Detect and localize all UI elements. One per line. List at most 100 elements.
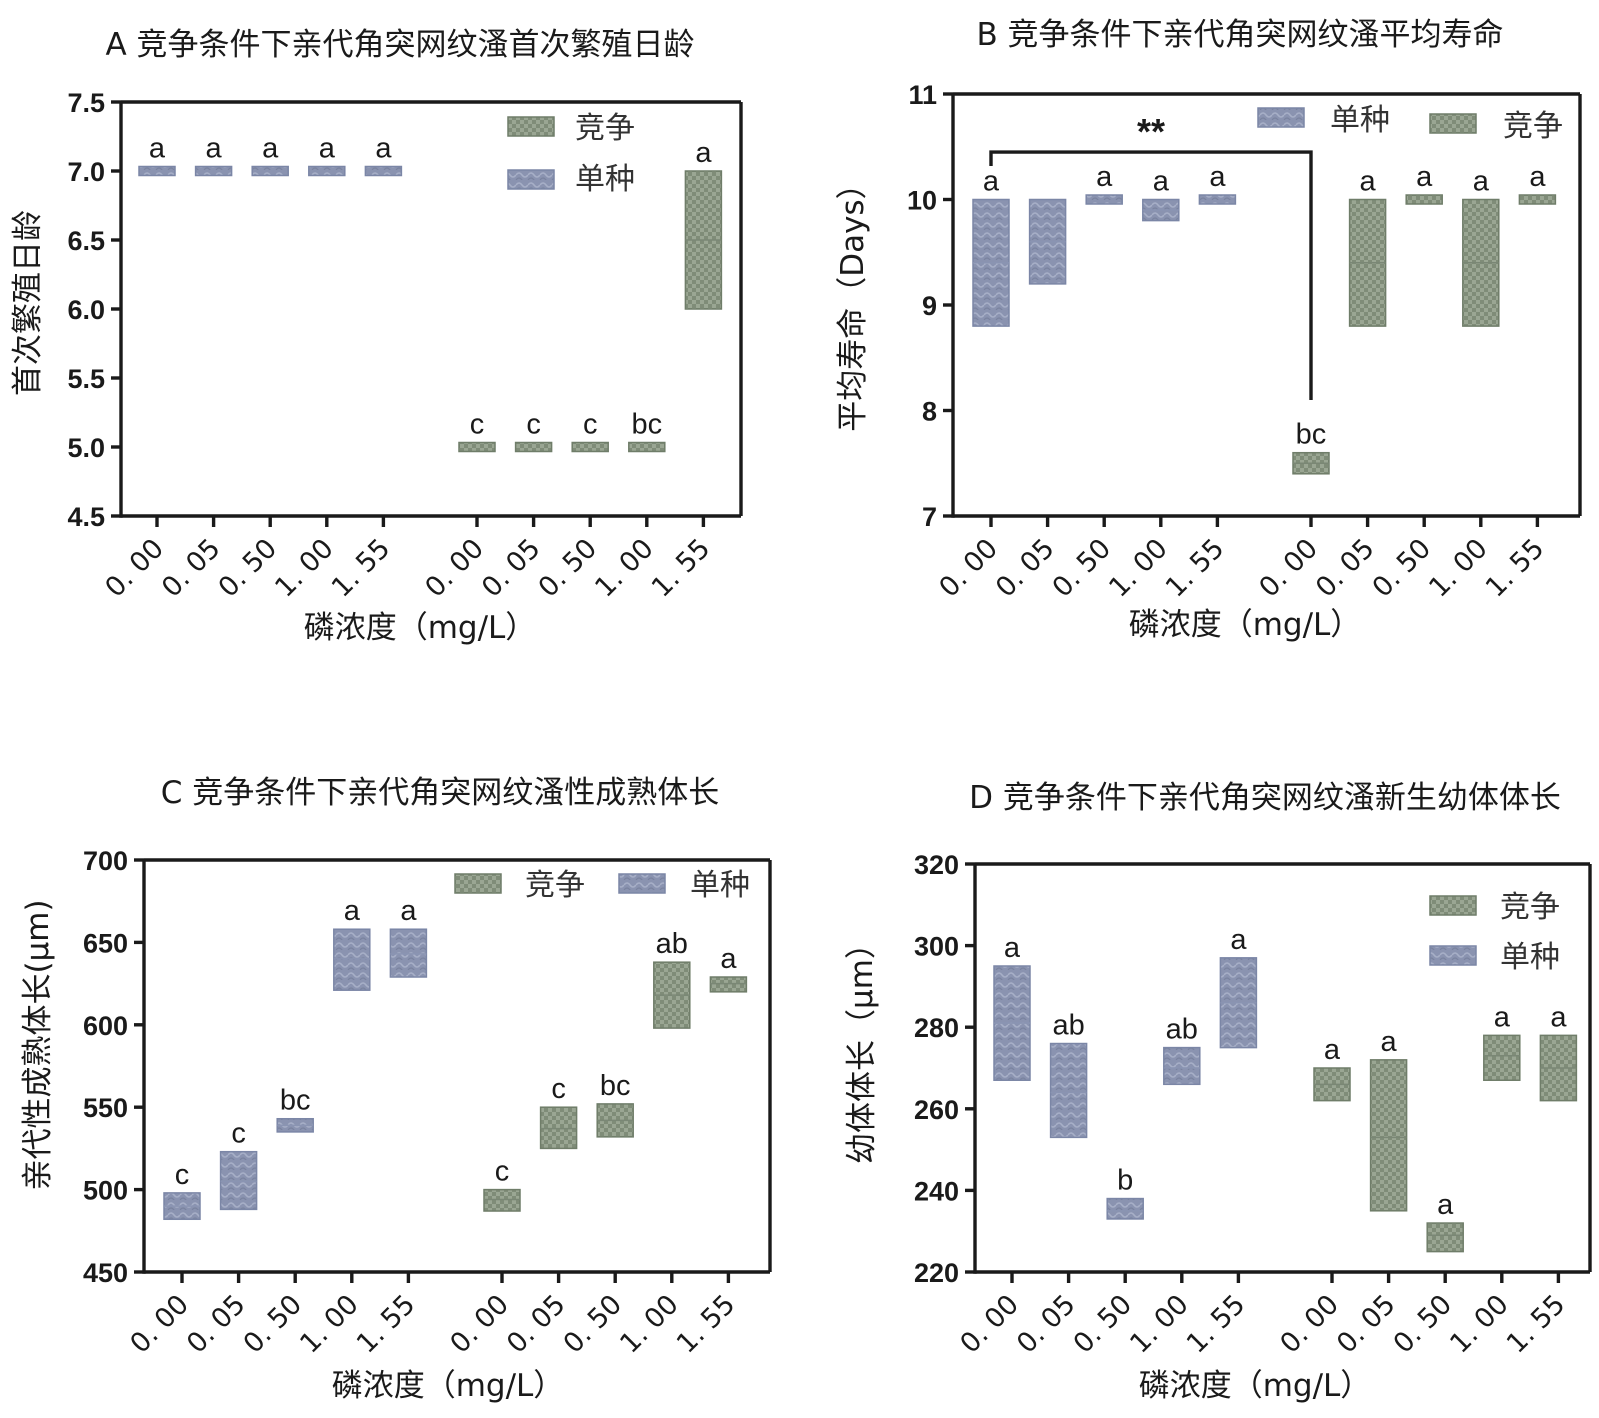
- panel-d-significance-letter: a: [1550, 1001, 1567, 1033]
- panel-a-xtick-label: 1. 55: [326, 533, 397, 604]
- panel-b-legend-label-competition: 竞争: [1503, 109, 1563, 144]
- panel-c-significance-letter: a: [400, 895, 417, 927]
- panel-a-significance-letter: a: [262, 133, 279, 165]
- panel-a-bar-single: [138, 165, 176, 177]
- panel-d-neonate-body-length: D 竞争条件下亲代角突网纹溞新生幼体体长 幼体体长（μm） 磷浓度（mg/L） …: [844, 780, 1592, 1404]
- panel-a-xtick-label: 1. 55: [646, 533, 717, 604]
- panel-a-significance-letter: c: [583, 409, 598, 441]
- panel-a-ytick-label: 5.0: [67, 433, 105, 463]
- panel-b-legend-swatch-single: [1257, 107, 1305, 128]
- panel-c-xlabel: 磷浓度（mg/L）: [332, 1368, 565, 1404]
- panel-a-bar-single: [194, 165, 233, 177]
- panel-a-ytick-label: 7.5: [67, 88, 105, 118]
- panel-d-bar-competition: [1369, 1059, 1408, 1212]
- panel-c-legend-label-competition: 竞争: [525, 868, 585, 903]
- panel-a-ytick-label: 4.5: [67, 502, 105, 532]
- panel-a-title: A 竞争条件下亲代角突网纹溞首次繁殖日龄: [105, 27, 694, 63]
- panel-c-significance-letter: c: [495, 1156, 510, 1188]
- panel-c-bar-single: [333, 928, 371, 991]
- panel-d-xtick-label: 0. 50: [1068, 1289, 1139, 1360]
- panel-b-xtick-label: 0. 05: [1310, 533, 1381, 604]
- panel-a-significance-letter: c: [470, 409, 485, 441]
- panel-b-significance-letter: a: [1209, 161, 1226, 193]
- panel-c-bar-competition: [483, 1188, 521, 1212]
- panel-c-bar-single: [389, 928, 428, 978]
- panel-b-xlabel: 磷浓度（mg/L）: [1129, 607, 1362, 643]
- panel-a-legend: 竞争 单种: [507, 111, 635, 197]
- panel-a-xtick-label: 0. 00: [99, 533, 170, 604]
- panel-c-significance-letter: c: [551, 1073, 566, 1105]
- panel-a-significance-letter: a: [319, 133, 336, 165]
- panel-a-xtick-label: 0. 00: [419, 533, 490, 604]
- panel-a-bar-competition: [458, 441, 496, 453]
- panel-c-bar-competition: [709, 976, 748, 993]
- panel-d-bar-competition: [1426, 1222, 1464, 1253]
- panel-c-bar-competition: [539, 1106, 578, 1150]
- panel-c-xtick-label: 1. 55: [351, 1289, 422, 1360]
- panel-a-xtick-label: 0. 50: [533, 533, 604, 604]
- panel-a-bar-competition: [628, 441, 666, 453]
- panel-c-xtick-label: 1. 00: [294, 1289, 365, 1360]
- panel-a-legend-swatch-single: [507, 169, 555, 190]
- panel-a-xtick-label: 0. 05: [156, 533, 227, 604]
- panel-d-significance-letter: ab: [1052, 1010, 1084, 1042]
- panel-d-significance-letter: a: [1230, 924, 1247, 956]
- panel-d-ytick-label: 260: [914, 1095, 959, 1125]
- panel-b-significance-letter: a: [1096, 161, 1113, 193]
- panel-b-significance-letter: a: [983, 166, 1000, 198]
- panel-d-significance-letter: ab: [1166, 1014, 1198, 1046]
- panel-a-bar-competition: [571, 441, 609, 453]
- panel-d-significance-letter: a: [1381, 1026, 1398, 1058]
- panel-d-legend: 竞争 单种: [1429, 890, 1560, 975]
- panel-d-ytick-label: 220: [914, 1258, 959, 1288]
- panel-b-xtick-label: 1. 00: [1423, 533, 1494, 604]
- panel-b-xtick-label: 0. 05: [990, 533, 1061, 604]
- panel-a-ytick-label: 6.0: [67, 295, 105, 325]
- panel-b-ylabel-group: 平均寿命（Days）: [835, 168, 871, 431]
- panel-d-bar-competition: [1483, 1034, 1521, 1081]
- panel-c-xtick-label: 0. 05: [501, 1289, 572, 1360]
- panel-d-significance-letter: a: [1494, 1001, 1511, 1033]
- panel-d-ytick-label: 240: [914, 1176, 959, 1206]
- panel-a-bar-single: [251, 165, 289, 177]
- panel-d-xtick-label: 1. 55: [1501, 1289, 1572, 1360]
- panel-a-ylabel-group: 首次繁殖日龄: [10, 210, 46, 396]
- panel-a-significance-letter: a: [206, 133, 223, 165]
- panel-a-bar-single: [308, 165, 346, 177]
- panel-b-significance-letter: a: [1360, 166, 1377, 198]
- panel-d-legend-label-competition: 竞争: [1500, 890, 1560, 925]
- panel-d-ytick-label: 280: [914, 1013, 959, 1043]
- panel-b-xtick-label: 0. 00: [1253, 533, 1324, 604]
- panel-d-title: D 竞争条件下亲代角突网纹溞新生幼体体长: [969, 780, 1561, 816]
- panel-c-legend-label-single: 单种: [690, 868, 750, 903]
- panel-a-bar-competition: [514, 441, 553, 453]
- panel-c-ytick-label: 600: [83, 1011, 128, 1041]
- panel-a-bar-single: [364, 165, 403, 177]
- panel-b-legend: 单种 竞争: [1257, 103, 1563, 144]
- panel-c-significance-letter: bc: [280, 1085, 311, 1117]
- panel-d-legend-swatch-competition: [1429, 895, 1477, 916]
- panel-c-xtick-label: 1. 55: [671, 1289, 742, 1360]
- panel-b-significance-letter: a: [1416, 161, 1433, 193]
- panel-d-significance-letter: a: [1324, 1034, 1341, 1066]
- panel-d-xtick-label: 0. 05: [1331, 1289, 1402, 1360]
- panel-b-ylabel: 平均寿命（Days）: [835, 168, 871, 431]
- panel-c-ylabel-group: 亲代性成熟体长(μm): [20, 899, 56, 1190]
- panel-d-xtick-label: 1. 00: [1444, 1289, 1515, 1360]
- panel-a-legend-swatch-competition: [507, 116, 555, 137]
- panel-c-significance-letter: c: [175, 1159, 190, 1191]
- panel-c-significance-letter: ab: [656, 928, 688, 960]
- panel-c-xtick-label: 1. 00: [614, 1289, 685, 1360]
- panel-b-legend-swatch-competition: [1429, 113, 1477, 134]
- panel-a-ylabel: 首次繁殖日龄: [10, 210, 46, 396]
- panel-c-ytick-label: 650: [83, 928, 128, 958]
- panel-c-legend-swatch-single: [618, 873, 666, 894]
- panel-b-ytick-label: 7: [922, 502, 937, 532]
- panel-b-xtick-label: 0. 50: [1367, 533, 1438, 604]
- panel-c-xtick-label: 0. 00: [124, 1289, 195, 1360]
- panel-d-ytick-label: 320: [914, 850, 959, 880]
- panel-a-xtick-label: 1. 00: [269, 533, 340, 604]
- panel-d-significance-letter: a: [1437, 1189, 1454, 1221]
- panel-b-significance-letter: a: [1529, 161, 1546, 193]
- panel-b-title: B 竞争条件下亲代角突网纹溞平均寿命: [976, 17, 1503, 53]
